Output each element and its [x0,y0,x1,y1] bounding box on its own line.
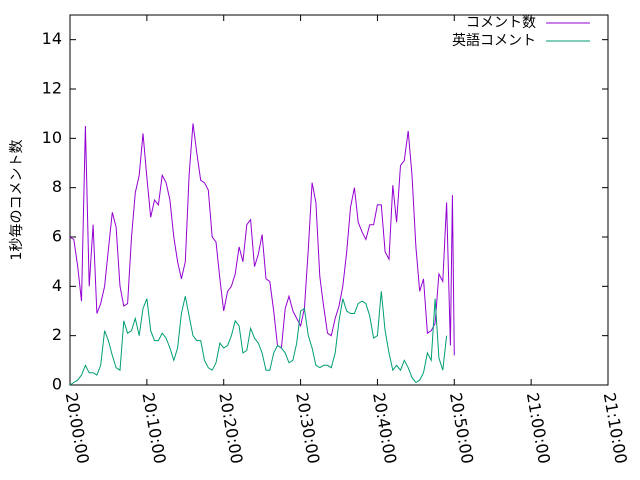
x-tick-label: 20:30:00 [292,391,323,465]
x-tick-label: 20:00:00 [62,391,93,465]
series-line-1 [69,291,448,386]
y-tick-label: 8 [52,177,62,196]
series-lines [69,123,455,386]
y-tick-label: 0 [52,375,62,394]
x-tick-label: 20:50:00 [446,391,477,465]
y-tick-label: 14 [42,29,62,48]
series-line-0 [69,123,455,356]
x-tick-label: 21:00:00 [523,391,554,465]
x-tick-label: 20:10:00 [138,391,169,465]
y-tick-label: 10 [42,128,62,147]
y-tick-label: 2 [52,325,62,344]
y-tick-label: 6 [52,227,62,246]
x-tick-label: 21:10:00 [600,391,631,465]
legend-label: 英語コメント [452,32,536,49]
legend-label: コメント数 [466,15,536,31]
y-tick-label: 4 [52,276,62,295]
x-axis: 20:00:00 20:10:00 20:20:00 20:30:00 20:40:00… [62,15,631,465]
x-tick-label: 20:40:00 [369,391,400,465]
plot-frame [69,14,609,386]
y-axis: 0 2 4 6 8 10 12 14 [42,29,608,394]
y-axis-title: 1秒毎のコメント数 [9,140,25,261]
y-tick-label: 12 [42,79,62,98]
x-tick-label: 20:20:00 [215,391,246,465]
